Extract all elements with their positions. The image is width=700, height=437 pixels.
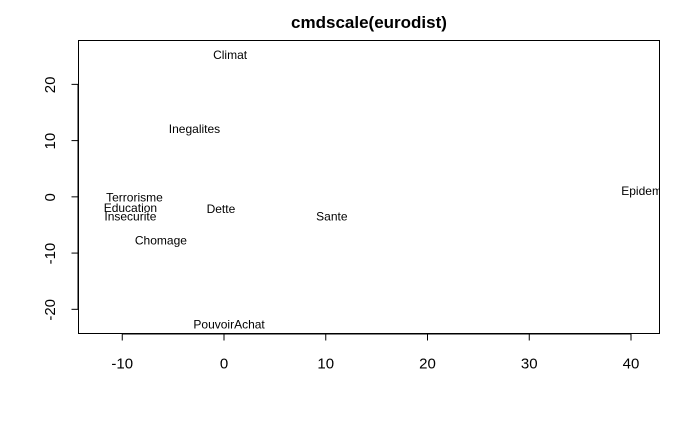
point-label: Chomage bbox=[135, 234, 187, 248]
point-label: Dette bbox=[207, 202, 236, 216]
x-tick-label: 10 bbox=[317, 356, 334, 373]
point-label: Epidemie bbox=[621, 184, 671, 198]
y-tick-label: -20 bbox=[42, 299, 59, 321]
point-label: Insecurite bbox=[104, 210, 156, 224]
point-label: Inegalites bbox=[169, 122, 220, 136]
point-label: Education bbox=[104, 201, 157, 215]
x-tick-label: 30 bbox=[521, 356, 538, 373]
y-tick-label: 20 bbox=[42, 77, 59, 94]
x-axis: -10 0 10 20 30 40 bbox=[111, 333, 640, 373]
x-tick-label: 0 bbox=[220, 356, 228, 373]
chart-title: cmdscale(eurodist) bbox=[291, 13, 447, 32]
y-tick-label: 10 bbox=[42, 133, 59, 150]
x-tick-label: 40 bbox=[623, 356, 640, 373]
x-tick-label: -10 bbox=[111, 356, 133, 373]
y-tick-label: 0 bbox=[42, 193, 59, 201]
point-label: PouvoirAchat bbox=[193, 318, 265, 332]
point-label: Sante bbox=[316, 210, 348, 224]
y-axis: -20 -10 0 10 20 bbox=[42, 77, 79, 321]
point-label: Terrorisme bbox=[106, 190, 163, 204]
x-tick-label: 20 bbox=[419, 356, 436, 373]
points-layer: Climat Inegalites TerrorismeEducationInsec… bbox=[104, 48, 671, 332]
point-label: Climat bbox=[213, 48, 248, 62]
plot-frame bbox=[78, 40, 660, 334]
y-tick-label: -10 bbox=[42, 243, 59, 265]
